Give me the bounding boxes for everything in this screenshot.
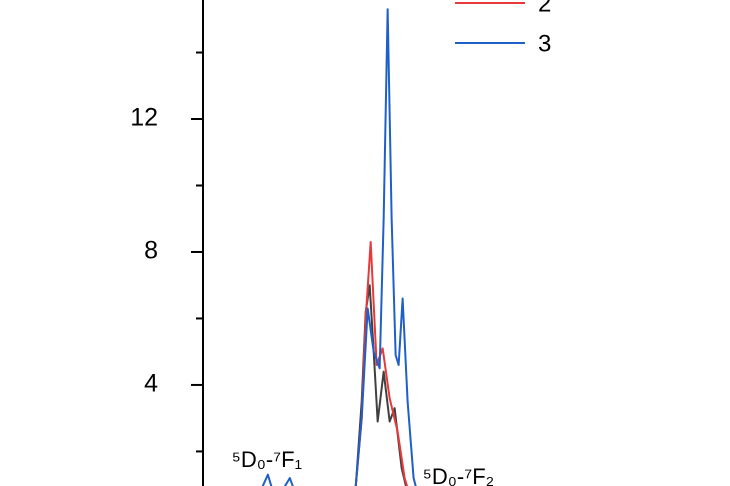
legend-label: 3 (538, 30, 551, 57)
annotation: ⁵D₀-⁷F₂ (423, 464, 494, 486)
y-tick-label: 12 (130, 104, 158, 132)
series-line (261, 8, 417, 486)
annotation: ⁵D₀-⁷F₁ (232, 447, 302, 472)
y-tick-label: 4 (144, 370, 158, 398)
legend-label: 2 (538, 0, 551, 17)
plot-area (261, 8, 417, 486)
y-tick-label: 8 (144, 237, 158, 265)
series-line (354, 241, 409, 486)
